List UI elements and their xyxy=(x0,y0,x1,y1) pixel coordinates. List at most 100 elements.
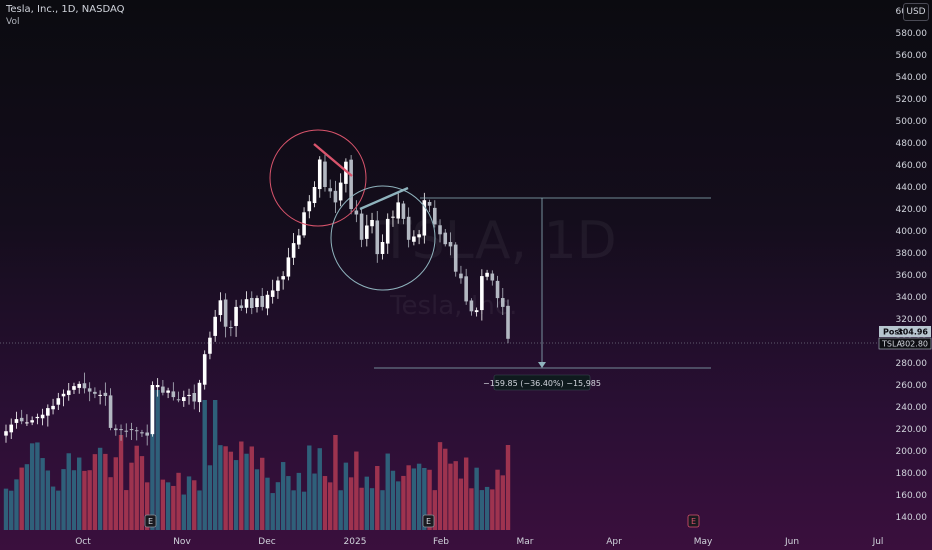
measure-arrowhead xyxy=(538,362,546,368)
x-axis[interactable]: Oct Nov Dec 2025 Feb Mar Apr May Jun Jul xyxy=(75,537,883,547)
volume-bar xyxy=(265,477,270,530)
candle-body xyxy=(87,388,92,392)
candle-body xyxy=(333,190,338,203)
red-highlight-circle[interactable] xyxy=(269,129,367,227)
volume-bar xyxy=(176,472,181,530)
volume-bar xyxy=(427,469,432,530)
y-tick-label: 560.00 xyxy=(896,51,928,61)
y-tick-label: 180.00 xyxy=(896,469,928,479)
volume-bar xyxy=(223,446,228,530)
volume-bar xyxy=(254,469,260,530)
earnings-marker-oct[interactable]: E xyxy=(144,514,157,528)
x-tick-label: Dec xyxy=(258,537,275,547)
candle-body xyxy=(432,207,437,225)
candle-body xyxy=(40,414,45,419)
volume-bar xyxy=(270,493,275,530)
candle-body xyxy=(291,243,296,258)
red-trend-line[interactable] xyxy=(313,143,353,177)
volume-bar xyxy=(87,470,92,530)
currency-button[interactable]: USD xyxy=(903,3,929,21)
candle-body xyxy=(380,242,385,254)
candle-body xyxy=(98,394,102,396)
candle-body xyxy=(453,244,458,272)
volume-bar xyxy=(458,478,464,530)
volume-bar xyxy=(77,457,82,530)
candle-body xyxy=(448,242,453,247)
candle-body xyxy=(119,429,123,431)
earnings-marker-jan[interactable]: E xyxy=(422,514,435,528)
y-axis[interactable]: 600.00580.00560.00540.00520.00500.00480.… xyxy=(896,7,928,523)
volume-bar xyxy=(474,467,479,530)
volume-bar xyxy=(3,488,9,530)
volume-bar xyxy=(500,475,505,530)
candle-body xyxy=(391,216,395,218)
svg-text:E: E xyxy=(691,517,696,526)
x-tick-label: Oct xyxy=(75,537,91,547)
volume-bar xyxy=(207,465,213,530)
volume-bar xyxy=(239,441,244,530)
volume-bar xyxy=(197,490,202,530)
volume-bar xyxy=(244,453,249,530)
volume-bar xyxy=(19,467,24,530)
candle-body xyxy=(469,300,474,312)
candle-body xyxy=(317,159,322,190)
volume-bar xyxy=(448,463,453,530)
volume-bar xyxy=(35,442,40,530)
candle-body xyxy=(229,327,233,329)
candle-body xyxy=(239,305,244,308)
volume-bar xyxy=(437,442,443,530)
candle-body xyxy=(307,201,312,212)
volume-bar xyxy=(165,482,171,530)
candle-body xyxy=(265,294,270,309)
volume-bar xyxy=(401,475,406,530)
earnings-marker-apr[interactable]: E xyxy=(687,514,700,528)
candle-body xyxy=(443,232,448,245)
volume-bar xyxy=(432,490,437,530)
y-tick-label: 380.00 xyxy=(896,249,928,259)
svg-text:E: E xyxy=(426,517,431,526)
candle-body xyxy=(401,203,406,219)
candle-body xyxy=(140,432,144,434)
teal-trend-line[interactable] xyxy=(359,186,409,211)
candle-body xyxy=(312,187,317,204)
x-tick-label: Apr xyxy=(606,537,622,547)
volume-bar xyxy=(312,473,317,530)
candle-body xyxy=(30,420,34,423)
candle-body xyxy=(323,161,327,187)
volume-bar xyxy=(453,461,458,530)
volume-legend[interactable]: Vol xyxy=(6,17,20,27)
candle-body xyxy=(161,386,165,393)
volume-bar xyxy=(380,490,385,530)
candle-body xyxy=(145,432,149,436)
y-tick-label: 260.00 xyxy=(896,381,928,391)
volume-bar xyxy=(260,457,265,530)
y-tick-label: 320.00 xyxy=(896,315,928,325)
candle-body xyxy=(150,385,155,435)
candle-body xyxy=(103,392,108,396)
volume-bar xyxy=(416,463,422,530)
volume-bar xyxy=(134,445,139,530)
candle-body xyxy=(192,393,197,402)
volume-bar xyxy=(160,479,166,530)
candle-body xyxy=(328,188,333,192)
x-tick-label: Jun xyxy=(784,537,799,547)
volume-bar xyxy=(301,491,307,530)
candle-body xyxy=(124,430,129,432)
y-tick-label: 360.00 xyxy=(896,271,928,281)
symbol-title[interactable]: Tesla, Inc., 1D, NASDAQ xyxy=(6,4,125,15)
candle-body xyxy=(464,276,468,302)
candle-body xyxy=(354,210,359,215)
volume-bar xyxy=(422,467,427,530)
teal-highlight-circle[interactable] xyxy=(330,185,436,291)
candle-body xyxy=(480,276,484,311)
volume-bars xyxy=(3,390,511,530)
candle-body xyxy=(25,422,29,424)
volume-bar xyxy=(181,494,186,530)
candle-body xyxy=(417,234,421,238)
volume-bar xyxy=(113,457,119,530)
volume-bar xyxy=(411,468,417,530)
volume-bar xyxy=(375,465,380,530)
candle-body xyxy=(134,430,139,432)
volume-bar xyxy=(275,482,281,530)
